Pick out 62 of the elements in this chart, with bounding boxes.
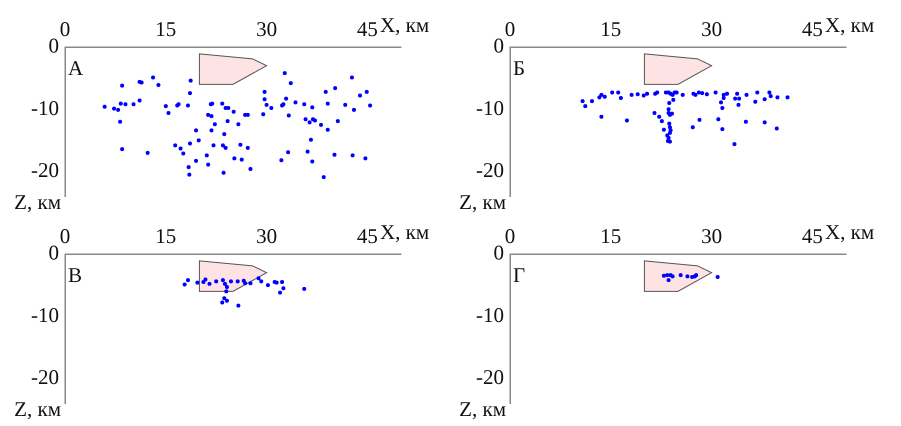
x-axis-title: X, км (380, 220, 430, 244)
y-tick-label: 0 (48, 34, 59, 58)
point (236, 304, 240, 308)
x-axis-title: X, км (825, 220, 874, 244)
point (228, 279, 233, 284)
point (236, 279, 240, 284)
x-tick-label: 15 (155, 224, 176, 248)
point (259, 279, 264, 284)
x-tick-label: 45 (356, 224, 378, 248)
point (222, 296, 226, 300)
y-axis-title: Z, км (459, 397, 506, 421)
x-tick-label: 45 (802, 16, 823, 41)
y-tick-label: -10 (476, 302, 504, 327)
x-tick-label: 15 (155, 16, 176, 41)
point (278, 290, 282, 295)
y-tick-label: -10 (31, 302, 59, 327)
point (214, 279, 218, 284)
point (302, 286, 306, 291)
point (266, 283, 270, 288)
x-tick-label: 45 (802, 224, 823, 248)
point (203, 278, 208, 282)
point (207, 282, 212, 286)
y-tick-label: -20 (31, 158, 59, 182)
x-axis-title: X, км (825, 13, 874, 37)
point (224, 284, 229, 289)
y-tick-label: 0 (494, 34, 504, 58)
point (201, 280, 206, 284)
point (220, 300, 224, 305)
point (224, 289, 228, 294)
x-axis-title: X, км (380, 13, 430, 37)
point (224, 298, 229, 303)
y-tick-label: 0 (494, 240, 504, 265)
text: А (68, 56, 84, 80)
point (220, 278, 225, 282)
point (280, 280, 284, 284)
point (195, 280, 200, 285)
x-tick-label: 30 (256, 16, 278, 41)
y-axis-title: Z, км (14, 397, 61, 421)
point (182, 282, 187, 287)
text: Б (513, 56, 526, 80)
y-tick-label: -20 (476, 365, 504, 390)
text: Г (513, 263, 526, 287)
y-axis-title: Z, км (459, 190, 506, 214)
x-tick-label: 45 (356, 16, 378, 41)
x-tick-label: 15 (600, 16, 622, 41)
y-tick-label: -20 (31, 365, 59, 390)
x-tick-label: 30 (701, 16, 722, 41)
x-tick-label: 30 (701, 224, 722, 248)
text: В (68, 263, 82, 287)
point (243, 281, 248, 286)
point (248, 281, 252, 286)
y-tick-label: 0 (48, 240, 59, 265)
x-tick-label: 30 (256, 224, 278, 248)
x-tick-label: 15 (600, 224, 622, 248)
point (186, 278, 190, 282)
y-tick-label: -10 (476, 96, 504, 120)
point (256, 276, 261, 280)
point (281, 286, 286, 290)
y-tick-label: -10 (31, 96, 59, 120)
point (222, 282, 227, 286)
y-axis-title: Z, км (14, 190, 61, 214)
y-tick-label: -20 (476, 158, 504, 182)
